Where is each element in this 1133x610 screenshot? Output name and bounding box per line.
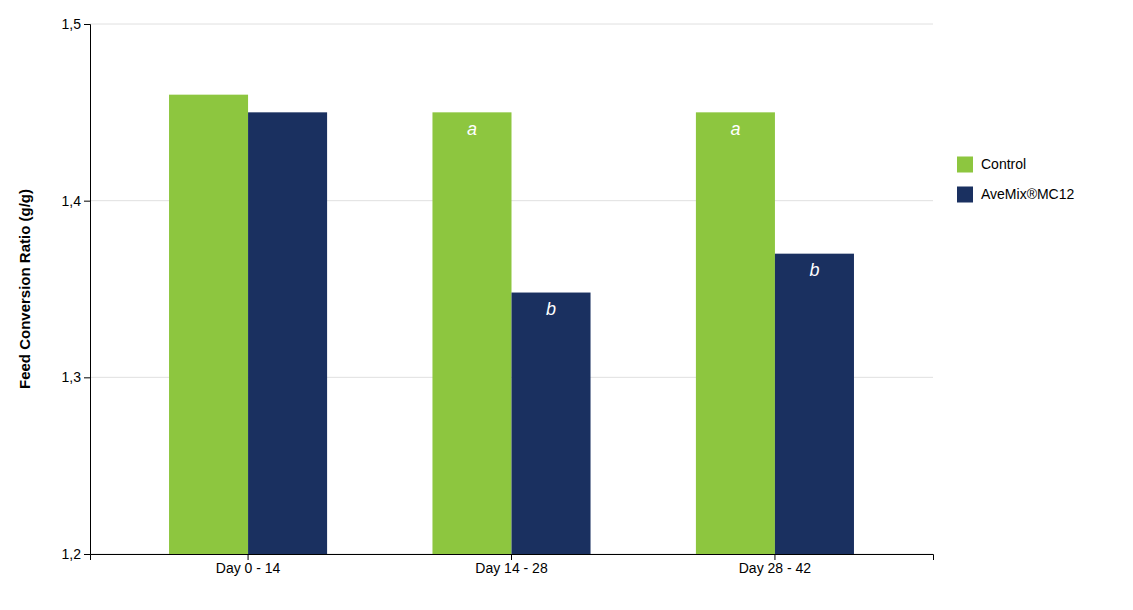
legend-item: AveMix®MC12 bbox=[957, 186, 1075, 202]
annotation: b bbox=[546, 299, 556, 319]
bar bbox=[248, 112, 327, 554]
y-tick-label: 1,3 bbox=[62, 369, 82, 385]
y-tick-mark bbox=[84, 201, 90, 202]
y-tick-label: 1,5 bbox=[62, 16, 82, 32]
legend: Control AveMix®MC12 bbox=[957, 156, 1075, 202]
plot: aabbDay 0 - 14Day 14 - 28Day 28 - 421,21… bbox=[16, 16, 934, 576]
y-tick: 1,5 bbox=[62, 16, 90, 32]
y-tick: 1,4 bbox=[62, 193, 90, 209]
annotation: b bbox=[809, 260, 819, 280]
x-tick: Day 0 - 14 bbox=[216, 554, 281, 576]
x-tick-label: Day 0 - 14 bbox=[216, 560, 281, 576]
legend-label: AveMix®MC12 bbox=[981, 186, 1075, 202]
x-tick-label: Day 14 - 28 bbox=[475, 560, 548, 576]
x-tick: Day 28 - 42 bbox=[739, 554, 812, 576]
y-tick: 1,2 bbox=[62, 546, 90, 562]
y-tick-label: 1,2 bbox=[62, 546, 82, 562]
legend-swatch bbox=[957, 157, 973, 173]
bar-series bbox=[169, 95, 775, 554]
legend-label: Control bbox=[981, 156, 1026, 172]
y-axis-title: Feed Conversion Ratio (g/g) bbox=[16, 189, 33, 389]
annotation: a bbox=[730, 119, 740, 139]
x-axis: Day 0 - 14 Day 14 - 28 Day 28 - 42 bbox=[91, 554, 934, 576]
x-tick-label: Day 28 - 42 bbox=[739, 560, 812, 576]
chart: aabbDay 0 - 14Day 14 - 28Day 28 - 421,21… bbox=[0, 0, 1133, 610]
y-tick-mark bbox=[84, 377, 90, 378]
bar bbox=[432, 112, 511, 554]
bar-series bbox=[248, 112, 854, 554]
annotations: a a b b bbox=[467, 119, 819, 319]
y-axis: 1,2 1,3 1,4 1,5 bbox=[62, 16, 91, 562]
x-tick: Day 14 - 28 bbox=[475, 554, 548, 576]
legend-swatch bbox=[957, 187, 973, 203]
y-tick-mark bbox=[84, 24, 90, 25]
y-tick: 1,3 bbox=[62, 369, 90, 385]
grid-line bbox=[90, 24, 933, 25]
y-axis-line bbox=[84, 25, 91, 555]
y-tick-label: 1,4 bbox=[62, 193, 82, 209]
legend-item: Control bbox=[957, 156, 1026, 172]
bar bbox=[775, 254, 854, 554]
y-tick-mark bbox=[84, 554, 90, 555]
bar bbox=[696, 112, 775, 554]
annotation: a bbox=[467, 119, 477, 139]
bars bbox=[169, 95, 854, 554]
bar bbox=[512, 293, 591, 554]
grid bbox=[90, 24, 933, 554]
bar bbox=[169, 95, 248, 554]
